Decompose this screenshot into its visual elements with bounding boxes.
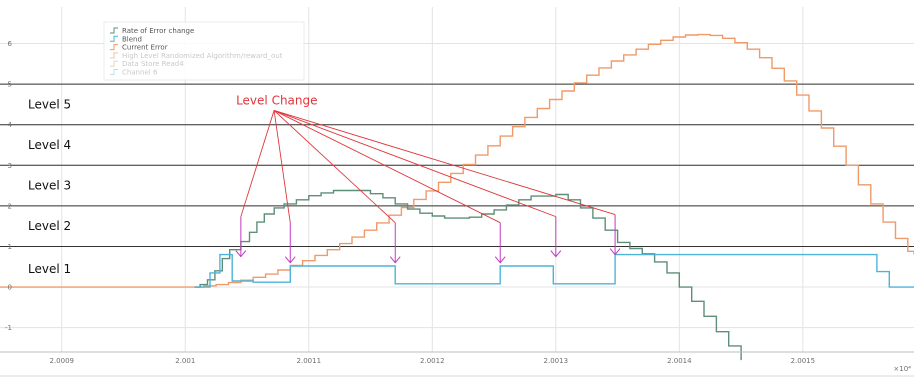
x-tick-label: 2.0014	[667, 357, 692, 365]
annotation-arrow-head	[609, 248, 621, 256]
annotation-leader-line	[273, 110, 501, 224]
series-line-0	[0, 33, 914, 288]
axis-layer: 2.0009 2.001 2.0011 2.0012 2.0013 2.0014 2.001…	[0, 40, 914, 377]
annotation-leader-line	[273, 110, 396, 224]
annotation-arrow-head	[389, 256, 401, 264]
annotation-arrow-head	[494, 256, 506, 264]
x-tick-label: 2.0009	[50, 357, 75, 365]
level-lines: Level 5 Level 4 Level 3 Level 2 Level 1	[0, 83, 914, 276]
level-label: Level 3	[28, 179, 71, 193]
legend-entry: High Level Randomized Algorithm/reward_o…	[122, 52, 283, 60]
x-tick-label: 2.0012	[420, 357, 445, 365]
annotation-leader-line	[240, 110, 275, 217]
legend-box	[103, 21, 305, 81]
legend-entry: Current Error	[122, 44, 168, 52]
legend-entry: Data Store Read4	[122, 60, 184, 68]
x-tick-label: 2.0015	[791, 357, 816, 365]
legend-entry: Rate of Error change	[122, 27, 194, 35]
y-tick-label: 1	[8, 243, 12, 251]
annotation-text: Level Change	[236, 93, 317, 107]
y-tick-label: -1	[5, 324, 12, 332]
level-label: Level 5	[28, 97, 71, 111]
y-tick-label: 4	[8, 121, 13, 129]
x-tick-label: 2.001	[175, 357, 195, 365]
legend-swatch	[110, 69, 118, 75]
y-tick-label: 0	[8, 284, 12, 292]
x-exponent-label: ×10⁴	[893, 365, 911, 373]
x-tick-label: 2.0013	[544, 357, 569, 365]
annotation-arrow-head	[550, 250, 562, 258]
annotation-leader-line	[273, 110, 291, 223]
legend-swatch	[110, 52, 118, 59]
level-label: Level 2	[28, 219, 71, 233]
legend-entry: Blend	[122, 35, 142, 43]
y-tick-label: 3	[8, 162, 12, 170]
annotation-layer: Level Change	[235, 93, 621, 264]
level-label: Level 4	[28, 138, 71, 152]
series-layer	[0, 33, 914, 361]
legend-swatch	[110, 35, 118, 42]
annotation-arrow-head	[284, 256, 296, 264]
annotation-arrow-head	[235, 250, 247, 258]
y-tick-label: 5	[8, 81, 12, 89]
annotation-leader-line	[273, 110, 616, 216]
y-tick-label: 2	[8, 202, 12, 210]
legend-swatch	[110, 27, 118, 34]
x-tick-label: 2.0011	[297, 357, 322, 365]
level-label: Level 1	[28, 262, 71, 276]
y-tick-label: 6	[8, 40, 13, 48]
legend-swatch	[110, 60, 118, 67]
legend-swatch	[110, 44, 118, 51]
legend-entry: Channel 6	[122, 69, 158, 77]
annotation-leader-line	[273, 110, 556, 218]
series-line-2	[194, 253, 914, 288]
